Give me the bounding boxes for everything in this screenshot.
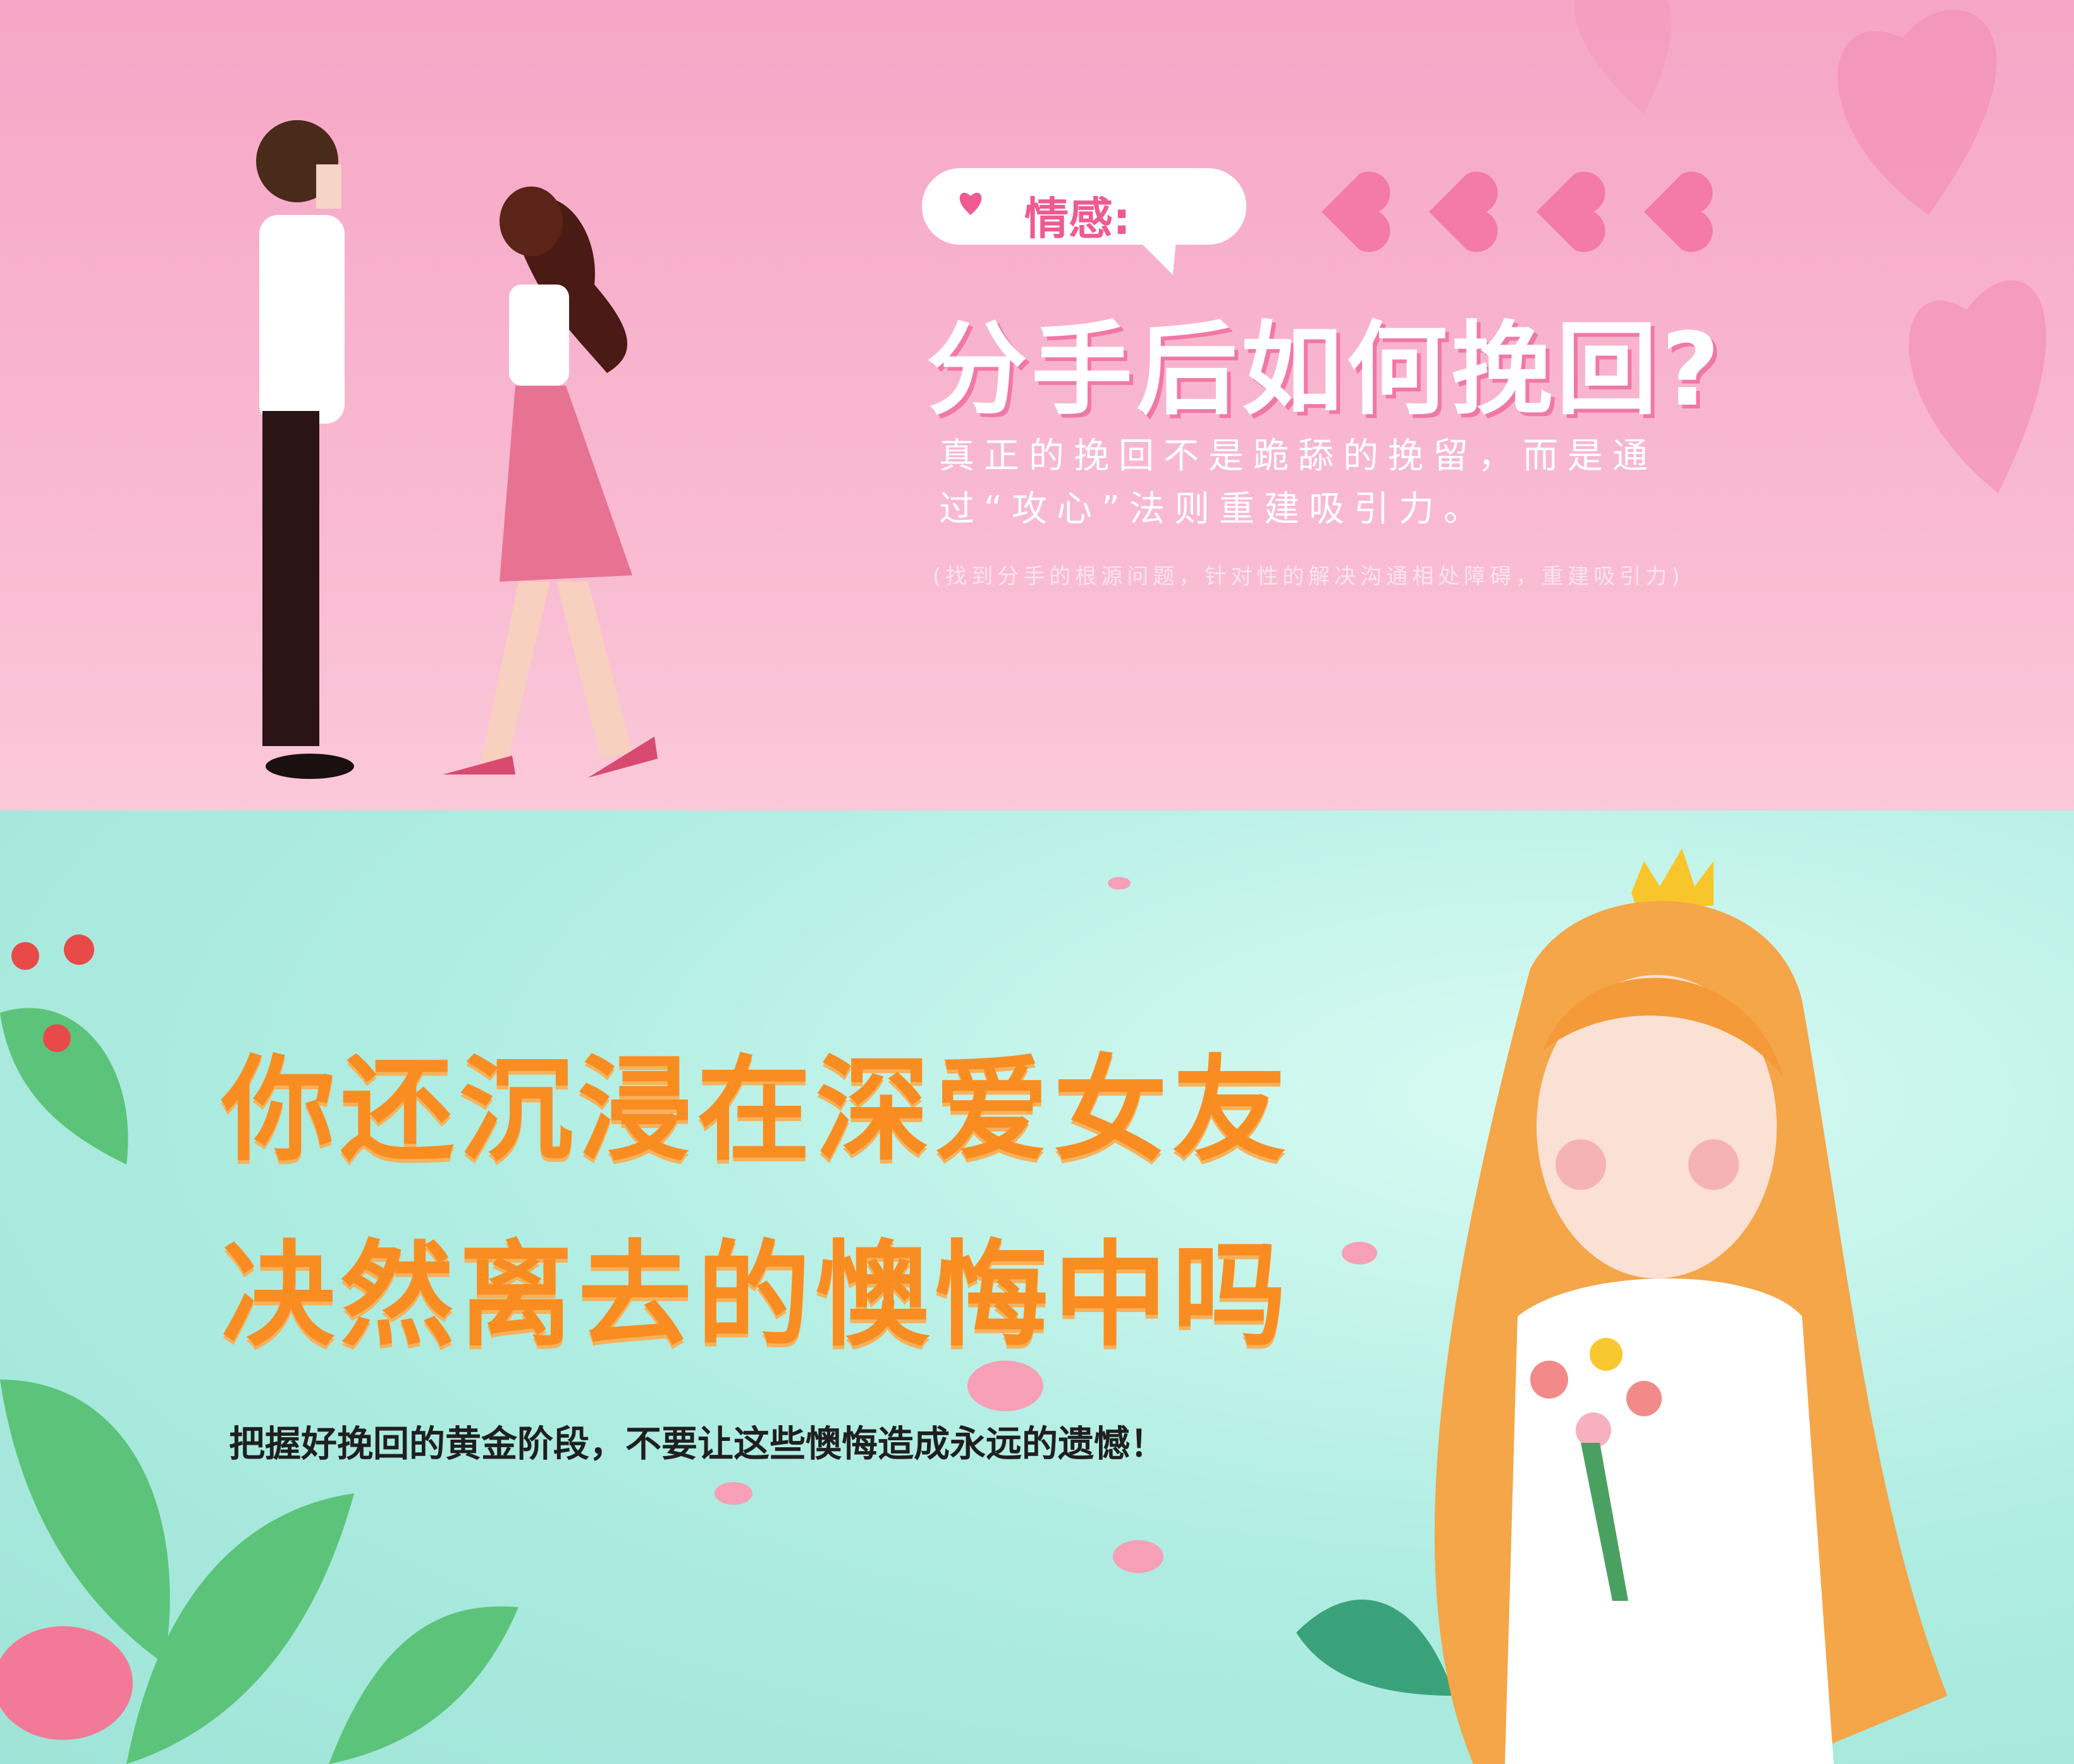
banner-top: 情感: 分手后如何挽回? 真正的挽回不是跪舔的挽留，而是通过“攻心”法则重建吸引… [0, 0, 2074, 811]
subtitle: 把握好挽回的黄金阶段，不要让这些懊悔造成永远的遗憾！ [229, 1423, 1166, 1465]
bottom-illustration [0, 848, 1948, 1764]
headline-line: 决然离去的懊悔中吗 [221, 1230, 1292, 1362]
note: (找到分手的根源问题，针对性的解决沟通相处障碍，重建吸引力) [933, 564, 1684, 589]
banner-bottom: 你还沉浸在深爱女友 决然离去的懊悔中吗 把握好挽回的黄金阶段，不要让这些懊悔造成… [0, 811, 2074, 1764]
badge-label: 情感: [1024, 193, 1131, 245]
headline: 分手后如何挽回? [926, 310, 1724, 429]
top-illustration [256, 0, 2047, 779]
headline-line: 你还沉浸在深爱女友 [221, 1044, 1292, 1177]
subtitle: 真正的挽回不是跪舔的挽留，而是通过“攻心”法则重建吸引力。 [939, 436, 1657, 530]
